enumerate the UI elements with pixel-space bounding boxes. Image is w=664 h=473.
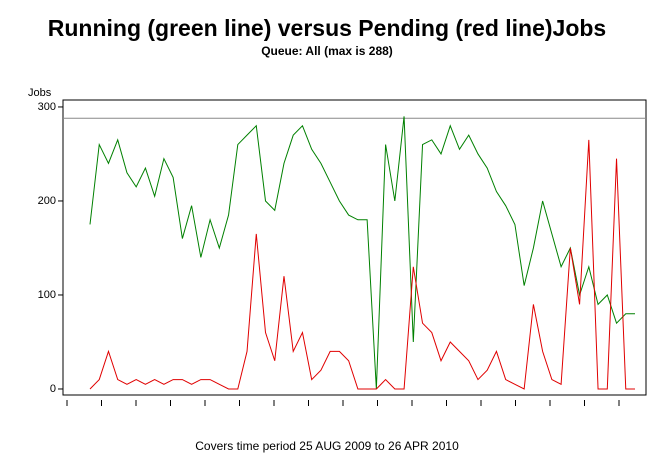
y-tick-label: 100	[38, 289, 56, 301]
series-line	[89, 139, 635, 390]
y-tick-label: 0	[50, 383, 56, 395]
chart-title: Running (green line) versus Pending (red…	[48, 15, 606, 41]
footnote: Covers time period 25 AUG 2009 to 26 APR…	[195, 439, 459, 453]
y-tick-label: 300	[38, 101, 56, 113]
y-tick-label: 200	[38, 195, 56, 207]
plot-frame	[62, 99, 647, 396]
series-line	[89, 116, 635, 390]
chart-subtitle: Queue: All (max is 288)	[261, 44, 393, 58]
y-axis-label: Jobs	[28, 87, 52, 99]
